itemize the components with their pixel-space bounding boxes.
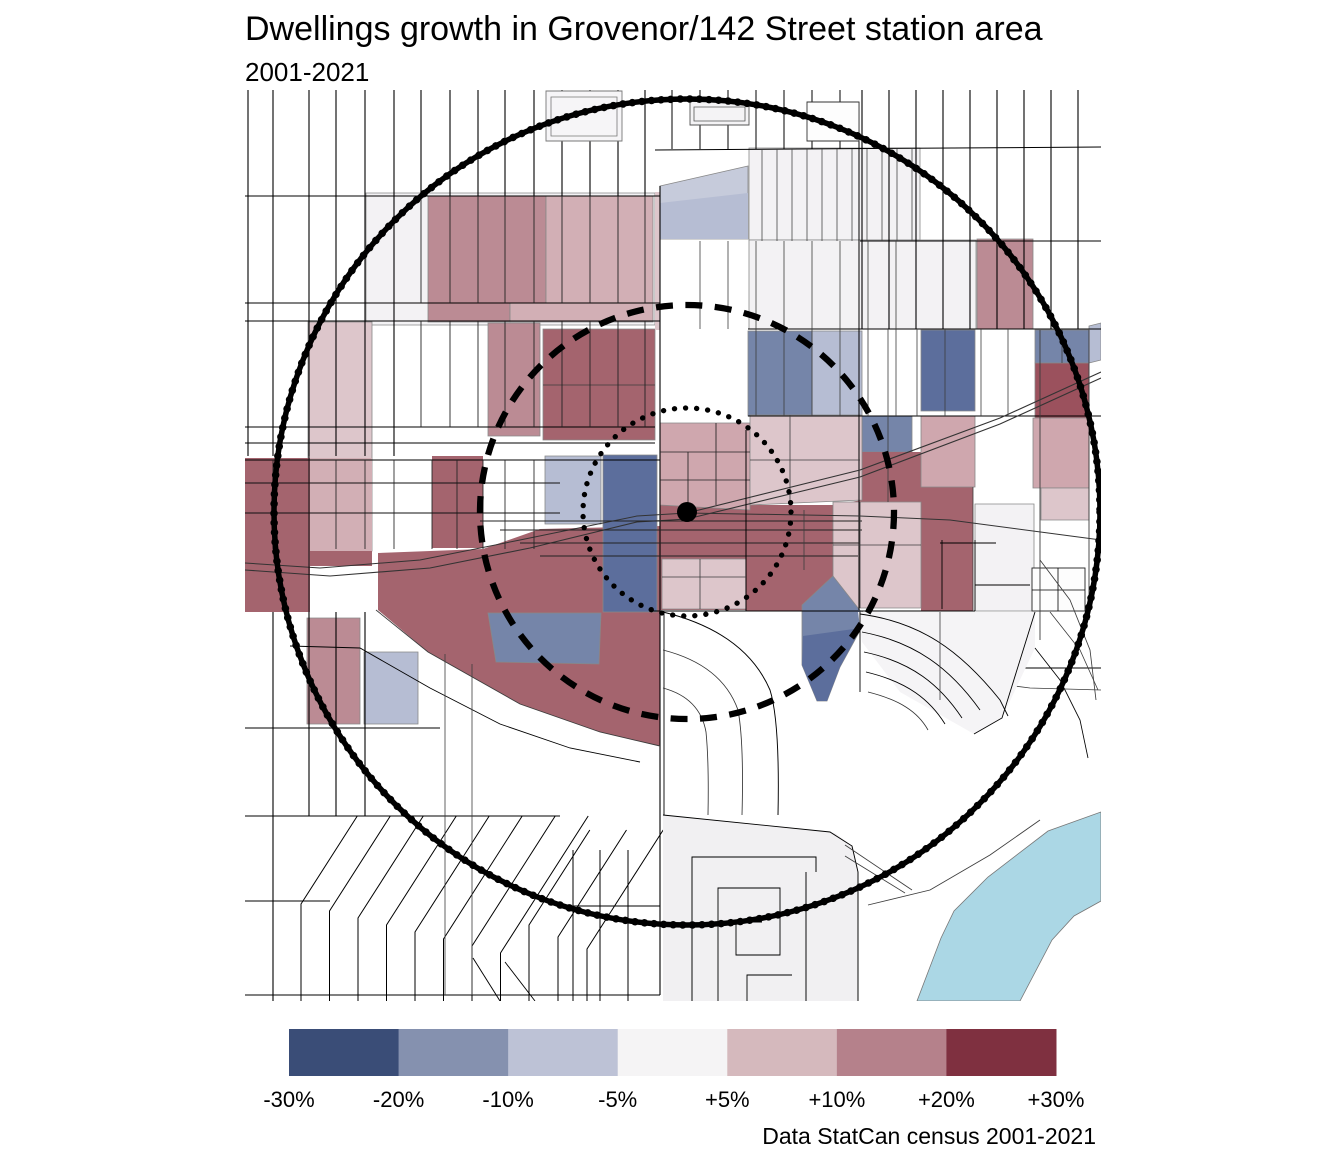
svg-text:+10%: +10% (808, 1087, 865, 1112)
svg-text:2001-2021: 2001-2021 (245, 57, 369, 87)
svg-text:+30%: +30% (1028, 1087, 1085, 1112)
svg-text:Data StatCan census 2001-2021: Data StatCan census 2001-2021 (762, 1123, 1096, 1149)
svg-text:-20%: -20% (373, 1087, 424, 1112)
svg-text:+5%: +5% (705, 1087, 750, 1112)
svg-text:-30%: -30% (263, 1087, 314, 1112)
svg-text:+20%: +20% (918, 1087, 975, 1112)
svg-text:Dwellings growth in Grovenor/1: Dwellings growth in Grovenor/142 Street … (245, 10, 1043, 48)
svg-text:-5%: -5% (598, 1087, 637, 1112)
svg-text:-10%: -10% (482, 1087, 533, 1112)
